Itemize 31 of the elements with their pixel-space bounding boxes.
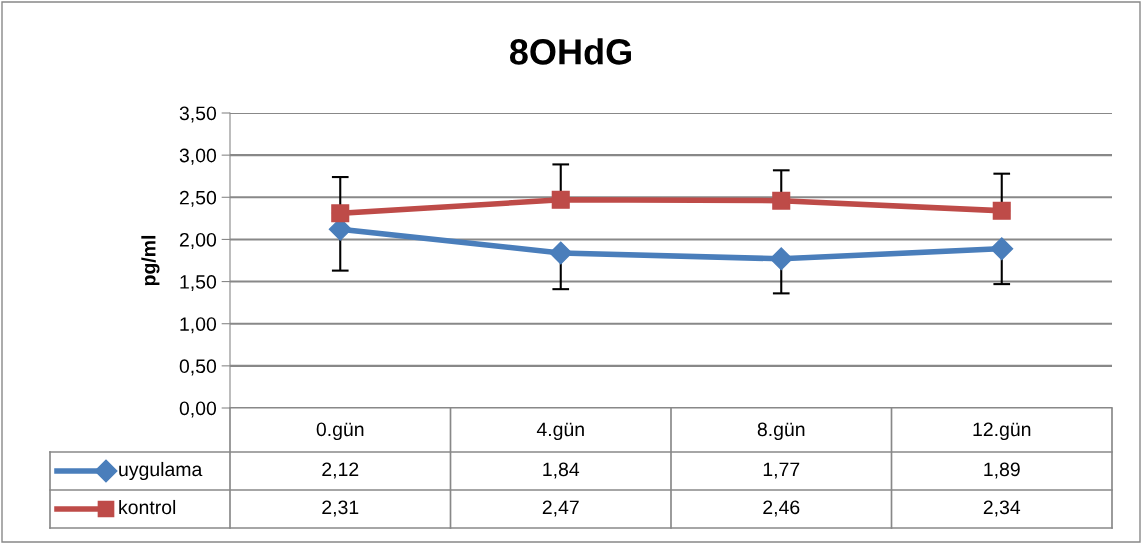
y-tick-label: 3,50 xyxy=(179,106,217,123)
point xyxy=(992,201,1011,220)
point xyxy=(549,241,573,265)
y-tick-label: 1,50 xyxy=(180,275,217,292)
point xyxy=(331,204,350,223)
chart-title: 8OHdG xyxy=(509,38,631,65)
data-label: 2,46 xyxy=(763,500,800,517)
legend-label: uygulama xyxy=(119,461,203,481)
point xyxy=(551,190,570,209)
data-label: 2,31 xyxy=(322,500,359,517)
x-tick-label: 0.gün xyxy=(316,422,364,441)
x-tick-label: 4.gün xyxy=(536,422,584,441)
data-label: 2,47 xyxy=(542,500,579,517)
y-tick-label: 3,00 xyxy=(179,148,217,165)
y-tick-label: 0,00 xyxy=(179,401,217,418)
legend-label: kontrol xyxy=(119,499,176,515)
y-tick-label: 2,50 xyxy=(179,190,217,207)
data-label: 2,12 xyxy=(322,462,359,479)
point xyxy=(769,247,793,271)
data-label: 2,34 xyxy=(983,500,1021,517)
x-tick-label: 12.gün xyxy=(973,422,1031,441)
y-tick-label: 0,50 xyxy=(179,359,217,376)
y-axis-title: pg/ml xyxy=(141,235,160,286)
data-label: 1,77 xyxy=(763,462,800,479)
y-tick-label: 2,00 xyxy=(179,232,217,249)
point xyxy=(772,191,791,210)
x-tick-label: 8.gün xyxy=(757,422,805,441)
y-tick-label: 1,00 xyxy=(180,317,217,334)
data-label: 1,89 xyxy=(984,462,1020,479)
data-label: 1,84 xyxy=(543,462,580,479)
point xyxy=(990,237,1014,261)
